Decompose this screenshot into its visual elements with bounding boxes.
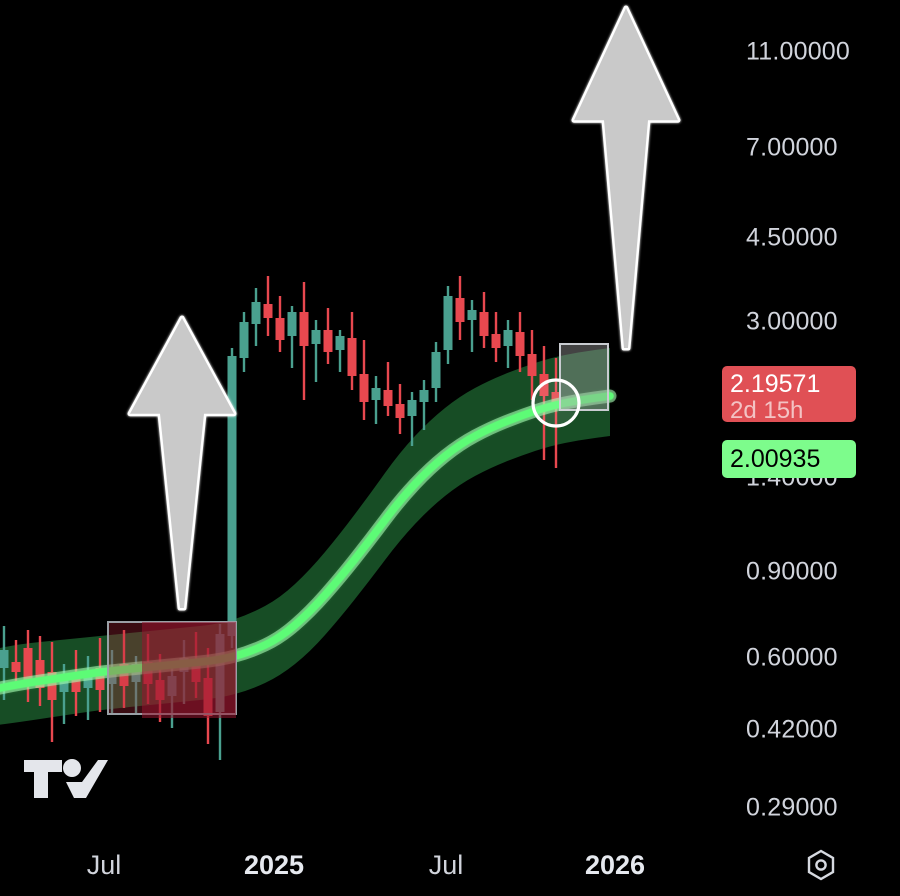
bid-price-badge[interactable]: 2.00935: [722, 440, 856, 478]
candle-body: [287, 312, 297, 336]
candle-body: [323, 330, 333, 352]
candle-body: [47, 672, 57, 700]
candlestick: [503, 320, 513, 368]
last-price-badge[interactable]: 2.19571 2d 15h: [722, 366, 856, 424]
time-scale-axis[interactable]: Jul 2025 Jul 2026: [0, 836, 900, 896]
candlestick: [455, 276, 465, 340]
arrow-up-left[interactable]: [127, 315, 237, 611]
candle-body: [95, 668, 105, 690]
candle-body: [251, 302, 261, 324]
candlestick: [71, 650, 81, 716]
candlestick: [287, 306, 297, 368]
candlestick: [35, 636, 45, 706]
candlestick: [251, 288, 261, 346]
candle-body: [371, 388, 381, 400]
candle-body: [479, 312, 489, 336]
candle-body: [59, 676, 69, 692]
candlestick: [431, 342, 441, 402]
candle-body: [335, 336, 345, 350]
candlestick: [515, 312, 525, 372]
candle-body: [227, 356, 237, 636]
candle-body: [503, 330, 513, 346]
bar-countdown-value: 2d 15h: [730, 397, 804, 424]
candlestick: [467, 300, 477, 352]
candlestick: [347, 312, 357, 390]
candle-body: [527, 354, 537, 376]
candlestick: [395, 384, 405, 434]
candlestick: [443, 286, 453, 364]
candle-body: [347, 338, 357, 376]
hexagon-nut-icon[interactable]: [804, 848, 838, 882]
candle-body: [11, 662, 21, 672]
candlestick: [383, 362, 393, 416]
arrow-up-left-fill: [130, 318, 234, 608]
candlestick: [47, 642, 57, 742]
moving-average-centerline: [0, 389, 617, 695]
candlestick: [23, 630, 33, 702]
candlestick: [227, 348, 237, 648]
time-tick-label: 2025: [243, 850, 305, 880]
candle-body: [383, 390, 393, 406]
candlestick: [239, 312, 249, 372]
candlestick: [407, 392, 417, 446]
candlestick: [479, 292, 489, 348]
candlestick: [527, 330, 537, 400]
candle-body: [455, 298, 465, 322]
touch-indicator-circle[interactable]: [531, 378, 581, 428]
candle-body: [23, 648, 33, 682]
candlestick: [359, 340, 369, 420]
candle-body: [491, 334, 501, 348]
centerline-stroke: [0, 392, 614, 692]
candlestick: [491, 312, 501, 362]
candle-body: [359, 374, 369, 402]
candlestick: [323, 308, 333, 364]
candle-body: [275, 318, 285, 340]
candle-body: [515, 332, 525, 356]
candle-body: [407, 400, 417, 416]
candlestick: [311, 320, 321, 382]
arrow-up-right[interactable]: [571, 5, 681, 351]
arrow-up-right-fill: [574, 8, 678, 348]
last-price-value: 2.19571: [730, 370, 821, 398]
candle-body: [419, 390, 429, 402]
candlestick: [299, 282, 309, 400]
time-tick-label: 2026: [584, 850, 646, 880]
bid-price-value: 2.00935: [730, 445, 821, 473]
candle-body: [467, 310, 477, 320]
tradingview-logo[interactable]: [22, 756, 108, 802]
candlestick: [335, 330, 345, 372]
candle-body: [395, 404, 405, 418]
candle-body: [71, 678, 81, 692]
candle-body: [311, 330, 321, 344]
candle-body: [0, 650, 9, 668]
candlestick: [263, 276, 273, 336]
selection-box-right[interactable]: [559, 343, 609, 411]
time-tick-label: Jul: [428, 850, 464, 880]
highlight-box-left-lower[interactable]: [142, 622, 236, 718]
candlestick: [371, 376, 381, 424]
candle-body: [443, 296, 453, 350]
candle-body: [35, 660, 45, 688]
candlestick: [275, 296, 285, 352]
candle-body: [299, 312, 309, 346]
candlestick: [419, 380, 429, 430]
candle-body: [431, 352, 441, 388]
candle-body: [263, 304, 273, 318]
time-tick-label: Jul: [86, 850, 122, 880]
candle-body: [239, 322, 249, 358]
drawing-overlays: [107, 5, 681, 718]
